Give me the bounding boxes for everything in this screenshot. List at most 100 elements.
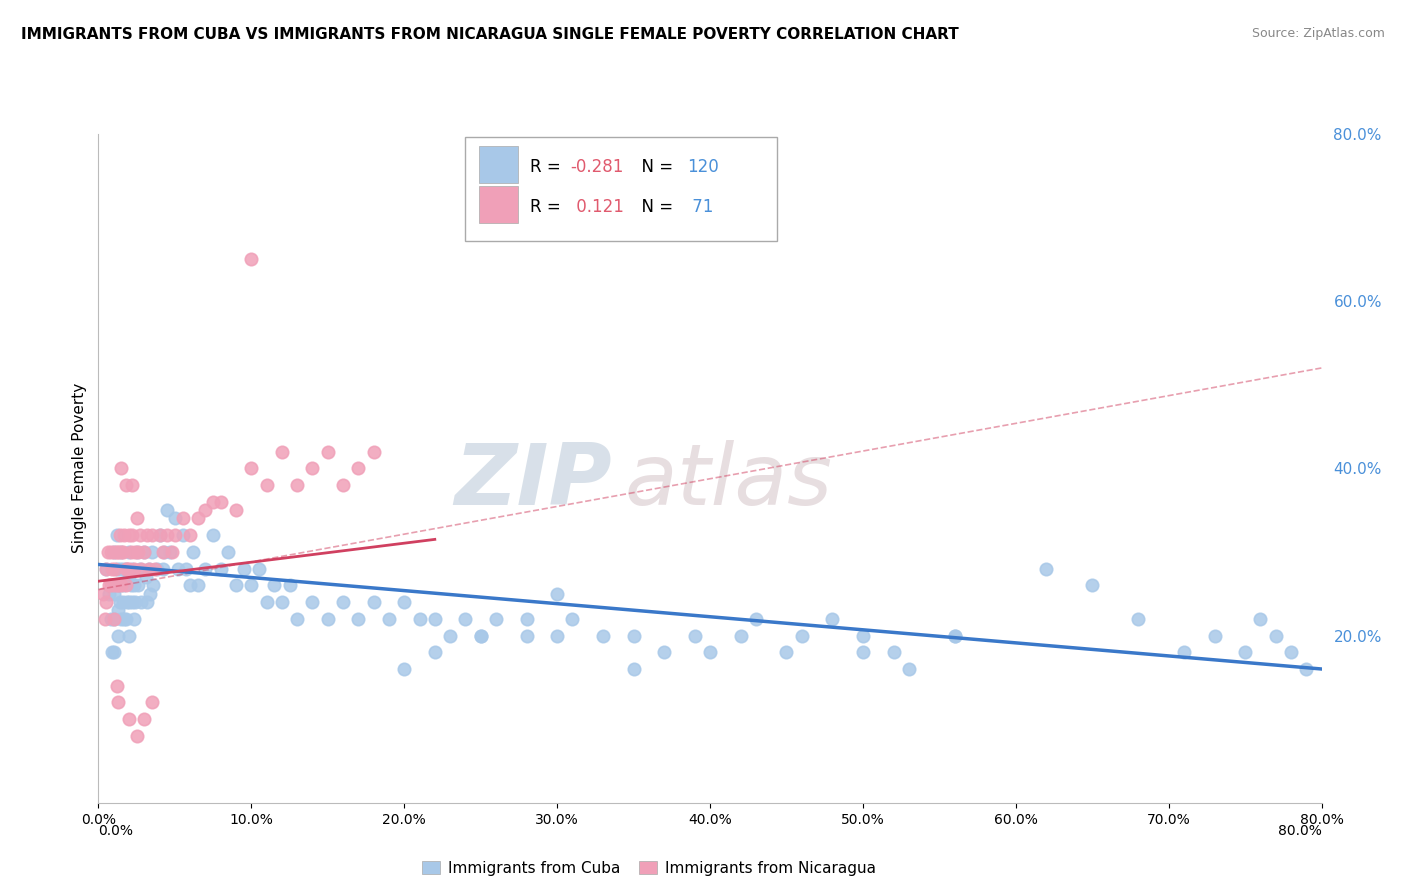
Point [142, 578, 165, 592]
Point [120, 545, 142, 559]
Text: R =: R = [530, 198, 567, 217]
Text: 0.121: 0.121 [571, 198, 623, 217]
Point [209, 562, 232, 576]
Point [125, 545, 148, 559]
Point [128, 562, 150, 576]
Text: R =: R = [530, 158, 567, 177]
Point [120, 578, 142, 592]
Point [363, 444, 385, 458]
Point [110, 545, 132, 559]
Point [149, 528, 172, 542]
Point [122, 562, 145, 576]
Point [423, 645, 446, 659]
Point [160, 545, 183, 559]
Point [101, 562, 124, 576]
Point [129, 595, 152, 609]
Point [105, 679, 128, 693]
Point [122, 578, 145, 592]
Point [124, 545, 146, 559]
Point [852, 628, 875, 642]
Point [883, 645, 905, 659]
Point [1264, 628, 1286, 642]
Point [623, 628, 645, 642]
Point [118, 628, 141, 642]
Point [1295, 662, 1317, 676]
Point [149, 528, 172, 542]
Point [516, 628, 538, 642]
Point [104, 562, 127, 576]
Point [897, 662, 920, 676]
Point [852, 645, 875, 659]
Point [110, 545, 132, 559]
Text: 120: 120 [686, 158, 718, 177]
FancyBboxPatch shape [465, 137, 778, 241]
Point [332, 595, 354, 609]
Point [134, 712, 156, 726]
Point [1173, 645, 1195, 659]
Point [141, 528, 163, 542]
Point [108, 562, 131, 576]
Text: N =: N = [630, 158, 678, 177]
Point [127, 578, 149, 592]
Point [652, 645, 675, 659]
Point [1234, 645, 1257, 659]
Point [683, 628, 706, 642]
Point [378, 612, 401, 626]
Point [285, 612, 308, 626]
Point [423, 612, 446, 626]
Point [110, 578, 132, 592]
Point [546, 587, 568, 601]
Point [115, 562, 138, 576]
Point [172, 511, 194, 525]
Point [225, 578, 247, 592]
Point [145, 562, 167, 576]
Point [454, 612, 477, 626]
Point [152, 545, 174, 559]
Point [240, 578, 263, 592]
Point [115, 562, 138, 576]
Point [159, 545, 181, 559]
Point [347, 612, 370, 626]
Point [107, 696, 129, 710]
Point [103, 612, 125, 626]
Point [101, 645, 124, 659]
Point [943, 628, 966, 642]
Point [301, 595, 323, 609]
Point [139, 587, 162, 601]
Point [194, 562, 217, 576]
Point [121, 478, 143, 492]
Point [138, 562, 160, 576]
FancyBboxPatch shape [479, 146, 517, 184]
Point [240, 252, 263, 267]
Point [301, 461, 323, 475]
Point [1204, 628, 1226, 642]
Legend: Immigrants from Cuba, Immigrants from Nicaragua: Immigrants from Cuba, Immigrants from Ni… [416, 855, 882, 882]
Point [141, 545, 163, 559]
Point [125, 729, 148, 743]
Point [470, 628, 492, 642]
Point [699, 645, 721, 659]
Point [118, 712, 141, 726]
Point [108, 528, 131, 542]
Point [1128, 612, 1150, 626]
Point [141, 696, 163, 710]
Point [392, 595, 416, 609]
Point [107, 603, 129, 617]
Point [363, 595, 385, 609]
Point [107, 545, 129, 559]
Point [97, 545, 120, 559]
Point [103, 612, 125, 626]
Point [136, 595, 159, 609]
Point [263, 578, 285, 592]
Point [122, 612, 145, 626]
Point [316, 444, 339, 458]
Point [163, 511, 186, 525]
Point [112, 528, 135, 542]
Point [485, 612, 508, 626]
Point [516, 612, 538, 626]
Point [134, 545, 156, 559]
Point [118, 595, 141, 609]
Point [163, 528, 186, 542]
Point [285, 478, 308, 492]
Point [209, 494, 232, 508]
